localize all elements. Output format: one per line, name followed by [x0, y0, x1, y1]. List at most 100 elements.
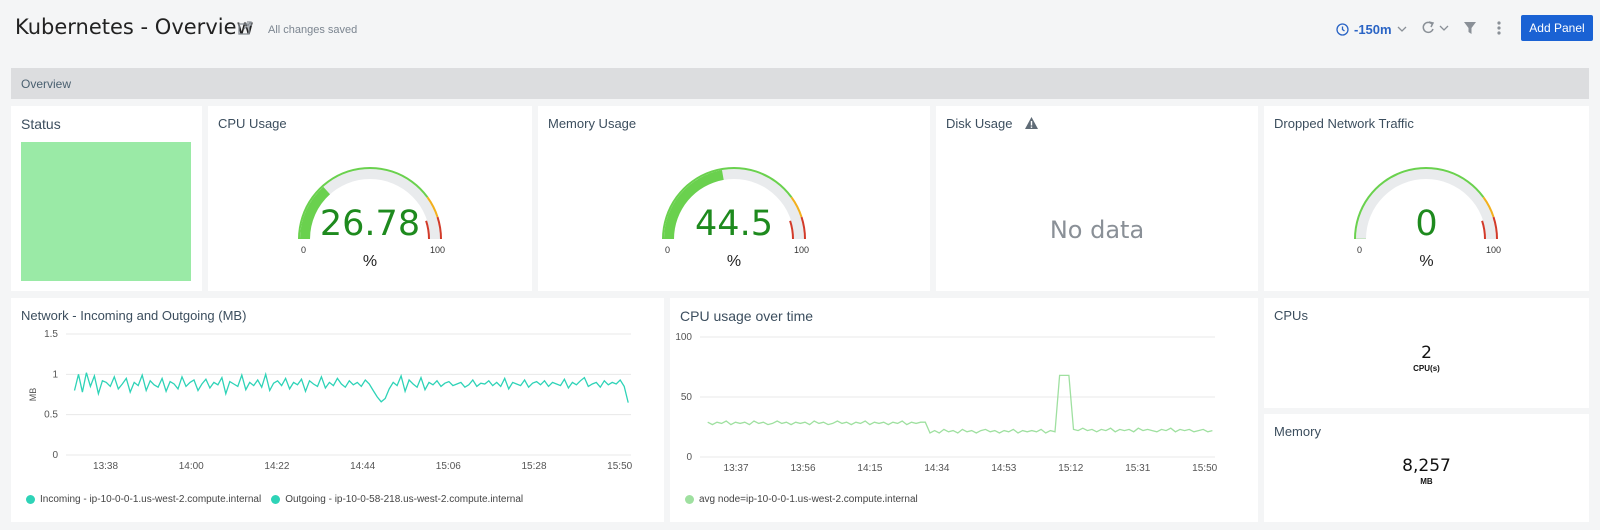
clock-icon: [1336, 22, 1349, 36]
status-panel: Status: [11, 106, 202, 291]
x-tick-label: 14:34: [924, 463, 949, 474]
gauge-value: 0: [1415, 204, 1438, 244]
gauge-max-label: 100: [1486, 245, 1502, 255]
dashboard-header: Kubernetes - Overview All changes saved …: [0, 0, 1600, 62]
legend-dot: [26, 495, 35, 504]
x-tick-label: 15:50: [1192, 463, 1217, 474]
gauge-fill: [300, 186, 331, 239]
legend-dot: [685, 495, 694, 504]
add-panel-button[interactable]: Add Panel: [1521, 15, 1593, 41]
legend-item-incoming[interactable]: Incoming - ip-10-0-0-1.us-west-2.compute…: [26, 494, 261, 505]
stat-value: 8,257: [1402, 456, 1451, 476]
share-icon[interactable]: [238, 21, 252, 35]
chart-legend: Incoming - ip-10-0-0-1.us-west-2.compute…: [26, 494, 523, 505]
cpu-usage-gauge: [298, 167, 442, 239]
refresh-icon[interactable]: [1420, 20, 1450, 36]
gauge-threshold-warn: [790, 196, 803, 218]
no-data-message: No data: [1049, 216, 1145, 244]
gauge-value: 26.78: [319, 204, 421, 244]
y-tick-label: 0.5: [44, 410, 58, 421]
dropped-traffic-panel: Dropped Network Traffic 0 % 0 100: [1264, 106, 1589, 291]
gauge-min-label: 0: [1357, 245, 1363, 255]
memory-panel: Memory 8,257 MB: [1264, 414, 1589, 522]
gauge-min-label: 0: [665, 245, 671, 255]
gauge-threshold-crit: [800, 216, 806, 239]
x-tick-label: 15:12: [1058, 463, 1083, 474]
x-tick-label: 14:44: [350, 461, 375, 472]
legend-dot: [271, 495, 281, 504]
y-tick-label: 100: [675, 332, 692, 343]
panel-title: Network - Incoming and Outgoing (MB): [21, 308, 247, 323]
cpu-over-time-panel: CPU usage over time 0 50 100 13:37 13:56 14:1…: [670, 298, 1258, 522]
dashboard-title: Kubernetes - Overview: [15, 15, 254, 39]
gauge-fill: [664, 170, 724, 239]
x-tick-label: 14:00: [179, 461, 204, 472]
warning-icon[interactable]: [1024, 116, 1039, 130]
y-tick-label: 0: [52, 450, 58, 461]
x-tick-label: 15:31: [1125, 463, 1150, 474]
gauge-unit: %: [362, 253, 378, 270]
x-tick-label: 13:56: [790, 463, 815, 474]
x-tick-label: 14:15: [857, 463, 882, 474]
gauge-threshold-crit-inner: [1481, 220, 1486, 239]
gauge-track: [1356, 169, 1496, 239]
legend-label: avg node=ip-10-0-0-1.us-west-2.compute.i…: [699, 494, 918, 505]
chevron-down-icon: [1397, 26, 1407, 32]
memory-usage-panel: Memory Usage 44.5 % 0 100: [538, 106, 930, 291]
time-range-picker[interactable]: -150m: [1336, 19, 1407, 39]
y-tick-label: 1: [52, 369, 58, 380]
x-tick-label: 15:50: [607, 461, 632, 472]
panel-title: Status: [21, 116, 61, 132]
gauge-threshold-warn: [426, 196, 439, 218]
network-line-chart: 0 0.5 1 1.5 13:38 14:00 14:22 14:44 15:06 15:28 15…: [28, 329, 633, 472]
legend-label: Incoming - ip-10-0-0-1.us-west-2.compute…: [40, 494, 262, 505]
x-tick-label: 15:06: [436, 461, 461, 472]
memory-usage-gauge: [662, 167, 806, 239]
x-tick-label: 15:28: [521, 461, 546, 472]
gauge-unit: %: [1419, 253, 1434, 270]
gauge-threshold-crit: [436, 216, 442, 239]
series-line: [707, 374, 1213, 434]
gauge-threshold-warn: [1482, 196, 1495, 218]
gauge-threshold-crit-inner: [789, 220, 794, 239]
chart-legend: avg node=ip-10-0-0-1.us-west-2.compute.i…: [685, 494, 918, 505]
status-indicator: [21, 142, 191, 281]
y-tick-label: 1.5: [44, 329, 58, 340]
panel-title: Memory: [1274, 424, 1321, 439]
gauge-max-label: 100: [794, 245, 810, 255]
panel-title: CPU usage over time: [680, 308, 814, 324]
save-status: All changes saved: [268, 24, 358, 36]
section-overview[interactable]: Overview: [11, 68, 1589, 99]
stat-unit: MB: [1420, 477, 1433, 486]
filter-icon[interactable]: [1463, 20, 1477, 36]
section-label: Overview: [21, 77, 72, 91]
cpus-panel: CPUs 2 CPU(s): [1264, 298, 1589, 408]
series-line: [73, 371, 629, 403]
gauge-min-label: 0: [301, 245, 307, 255]
x-tick-label: 14:53: [991, 463, 1016, 474]
disk-usage-panel: Disk Usage No data: [936, 106, 1258, 291]
panel-title: CPUs: [1274, 308, 1308, 323]
panel-title: Dropped Network Traffic: [1274, 116, 1414, 131]
gauge-threshold-crit-inner: [425, 220, 430, 239]
network-chart-panel: Network - Incoming and Outgoing (MB) 0 0.…: [11, 298, 664, 522]
x-tick-label: 14:22: [264, 461, 289, 472]
y-tick-label: 0: [686, 452, 692, 463]
more-options-icon[interactable]: [1496, 20, 1502, 36]
gauge-unit: %: [726, 253, 742, 270]
panel-title: CPU Usage: [218, 116, 287, 131]
legend-item-avg-node[interactable]: avg node=ip-10-0-0-1.us-west-2.compute.i…: [685, 494, 918, 505]
panel-title: Disk Usage: [946, 116, 1013, 131]
legend-label: Outgoing - ip-10-0-58-218.us-west-2.comp…: [285, 494, 524, 505]
stat-value: 2: [1421, 343, 1432, 363]
time-range-label: -150m: [1354, 21, 1392, 37]
gauge-threshold-crit: [1492, 216, 1498, 239]
gauge-value: 44.5: [695, 204, 773, 244]
gauge-max-label: 100: [430, 245, 446, 255]
cpu-usage-panel: CPU Usage 26.78 % 0 100: [208, 106, 532, 291]
stat-unit: CPU(s): [1413, 364, 1440, 373]
legend-item-outgoing[interactable]: Outgoing - ip-10-0-58-218.us-west-2.comp…: [271, 494, 523, 505]
gauge-track: [300, 169, 440, 239]
y-tick-label: 50: [681, 392, 693, 403]
x-tick-label: 13:38: [93, 461, 118, 472]
